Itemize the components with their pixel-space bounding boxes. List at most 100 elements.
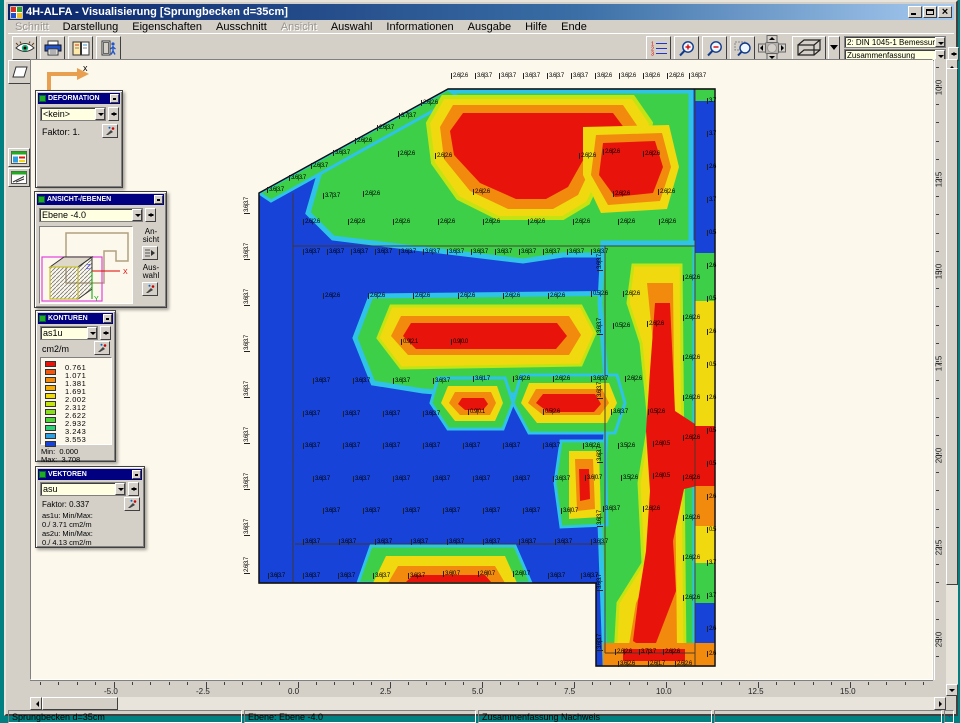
ruler-tick [936,453,939,455]
annotation-label: 2.6|2.6 [685,475,700,481]
vektoren-combo[interactable]: asu [40,482,126,496]
konturen-combo[interactable]: as1u [40,326,98,340]
ebene-combo[interactable]: Ebene -4.0 [39,208,143,222]
status-grip-icon [944,710,954,723]
menu-item-informationen[interactable]: Informationen [386,20,454,33]
annotation-label: 3.6|3.7 [597,634,603,649]
ruler-tick [776,682,777,685]
vektoren-panel[interactable]: VEKTOREN asu Faktor: 0.337 as1u: Min/Max… [35,466,145,548]
exit-door-icon[interactable] [96,36,121,60]
annotation-label: 3.6|0.7 [563,508,578,514]
ebene-combo-arrow-icon[interactable] [132,209,142,221]
ansicht-select-button[interactable] [142,282,158,296]
konturen-panel-toggle-icon[interactable] [8,148,30,167]
konturen-panel[interactable]: KONTUREN as1u cm2/m 0.761 1.071 1.381 1.691… [35,310,116,464]
view-preset-dropdown[interactable] [828,36,840,60]
ruler-tick [242,682,244,685]
menu-item-hilfe[interactable]: Hilfe [525,20,548,33]
menu-item-ausgabe[interactable]: Ausgabe [467,20,512,33]
horizontal-scrollbar[interactable] [30,697,946,710]
menu-item-eigenschaften[interactable]: Eigenschaften [132,20,202,33]
annotation-label: 3.6|3.7 [325,508,340,514]
scroll-left-icon[interactable] [30,697,42,710]
horizontal-scroll-thumb[interactable] [42,697,118,710]
vertical-scroll-thumb[interactable] [946,68,958,585]
printer-icon[interactable] [40,36,65,60]
drawing-canvas[interactable]: x [30,59,933,680]
annotation-label: 3.6|0.7 [587,475,602,481]
zoom-window-icon[interactable] [730,36,755,60]
maximize-button[interactable] [923,6,937,18]
ruler-tick [628,682,630,685]
pan-pad-icon[interactable] [758,35,786,61]
ruler-tick [936,637,939,639]
menu-item-schnitt: Schnitt [15,20,49,33]
task-combo-arrow-icon[interactable] [935,37,945,47]
zoom-out-icon[interactable] [702,36,727,60]
ansicht-panel-menu-button[interactable] [154,195,163,204]
menu-item-ausschnitt[interactable]: Ausschnitt [216,20,267,33]
konturen-edit-button[interactable] [94,341,110,355]
ruler-tick [936,232,939,234]
annotation-label: 2.6 [709,263,716,269]
deformation-panel[interactable]: DEFORMATION <kein> Faktor: 1. [35,90,123,188]
deformation-panel-titlebar[interactable]: DEFORMATION [38,93,120,104]
vektoren-panel-toggle-icon[interactable] [8,168,30,187]
annotation-label: 2.6|2.6 [685,395,700,401]
annotation-label: 2.6|3.7 [244,557,250,572]
deformation-panel-menu-button[interactable] [110,94,119,103]
deformation-spinner[interactable] [108,107,119,121]
menu-item-auswahl[interactable]: Auswahl [330,20,373,33]
ansicht-view-button[interactable] [142,246,158,260]
konturen-spinner[interactable] [100,326,111,340]
view-preview[interactable]: Z X Y [39,226,133,304]
konturen-panel-menu-button[interactable] [103,314,112,323]
annotation-label: 3.7 [709,593,716,599]
contour-plot[interactable]: 2.6|2.6 3.6|3.7 3.6|3.7 3.6|3.7 3.6|3.7 3.6|3… [244,71,718,671]
ruler-tick [936,85,939,87]
minimize-button[interactable] [908,6,922,18]
vektoren-combo-arrow-icon[interactable] [115,483,125,495]
close-button[interactable] [938,6,952,18]
vektoren-spinner[interactable] [128,482,139,496]
menu-item-darstellung[interactable]: Darstellung [62,20,119,33]
konturen-panel-titlebar[interactable]: KONTUREN [38,313,113,324]
annotation-label: 3.6|3.7 [269,187,284,193]
vektoren-panel-titlebar[interactable]: VEKTOREN [38,469,142,480]
annotation-label: 3.6|3.7 [244,519,250,534]
plane-select-icon[interactable] [8,60,32,84]
manual-icon[interactable] [68,36,93,60]
scroll-down-icon[interactable] [946,684,958,696]
vertical-scrollbar[interactable] [946,59,958,696]
annotation-label: 0.5 [709,461,716,467]
menu-item-ende[interactable]: Ende [561,20,587,33]
ansicht-ebenen-panel[interactable]: ANSICHT-/EBENEN Ebene -4.0 Z X Y [34,191,167,308]
zoom-in-icon[interactable] [674,36,699,60]
ruler-label: 10.0 [934,79,944,96]
ebene-spinner[interactable] [145,208,156,222]
ruler-label: 22.5 [934,539,944,556]
ruler-tick [936,324,939,326]
konturen-combo-arrow-icon[interactable] [87,327,97,339]
ruler-tick [150,682,152,685]
vektoren-edit-button[interactable] [124,497,140,511]
annotation-label: 0.5 [709,296,716,302]
annotation-label: 0.5|2.6 [650,409,665,415]
deformation-edit-button[interactable] [102,124,118,138]
ruler-tick [936,398,939,400]
task-combo[interactable]: 2: DIN 1045-1 Bemessung [844,36,946,48]
vektoren-minmax-line: 0./ 4.13 cm2/m [42,538,92,547]
annotation-label: 3.6|3.7 [377,539,392,545]
annotation-label: 2.6|2.6 [350,219,365,225]
annotation-label: 2.6|2.6 [660,189,675,195]
deformation-combo-arrow-icon[interactable] [95,108,105,120]
ansicht-panel-titlebar[interactable]: ANSICHT-/EBENEN [37,194,164,205]
deformation-combo[interactable]: <kein> [40,107,106,121]
eye-icon[interactable] [12,36,37,60]
annotation-label: 2.6|2.6 [440,219,455,225]
box-3d-icon[interactable] [792,36,826,60]
vektoren-panel-menu-button[interactable] [132,470,141,479]
scroll-right-icon[interactable] [934,697,946,710]
